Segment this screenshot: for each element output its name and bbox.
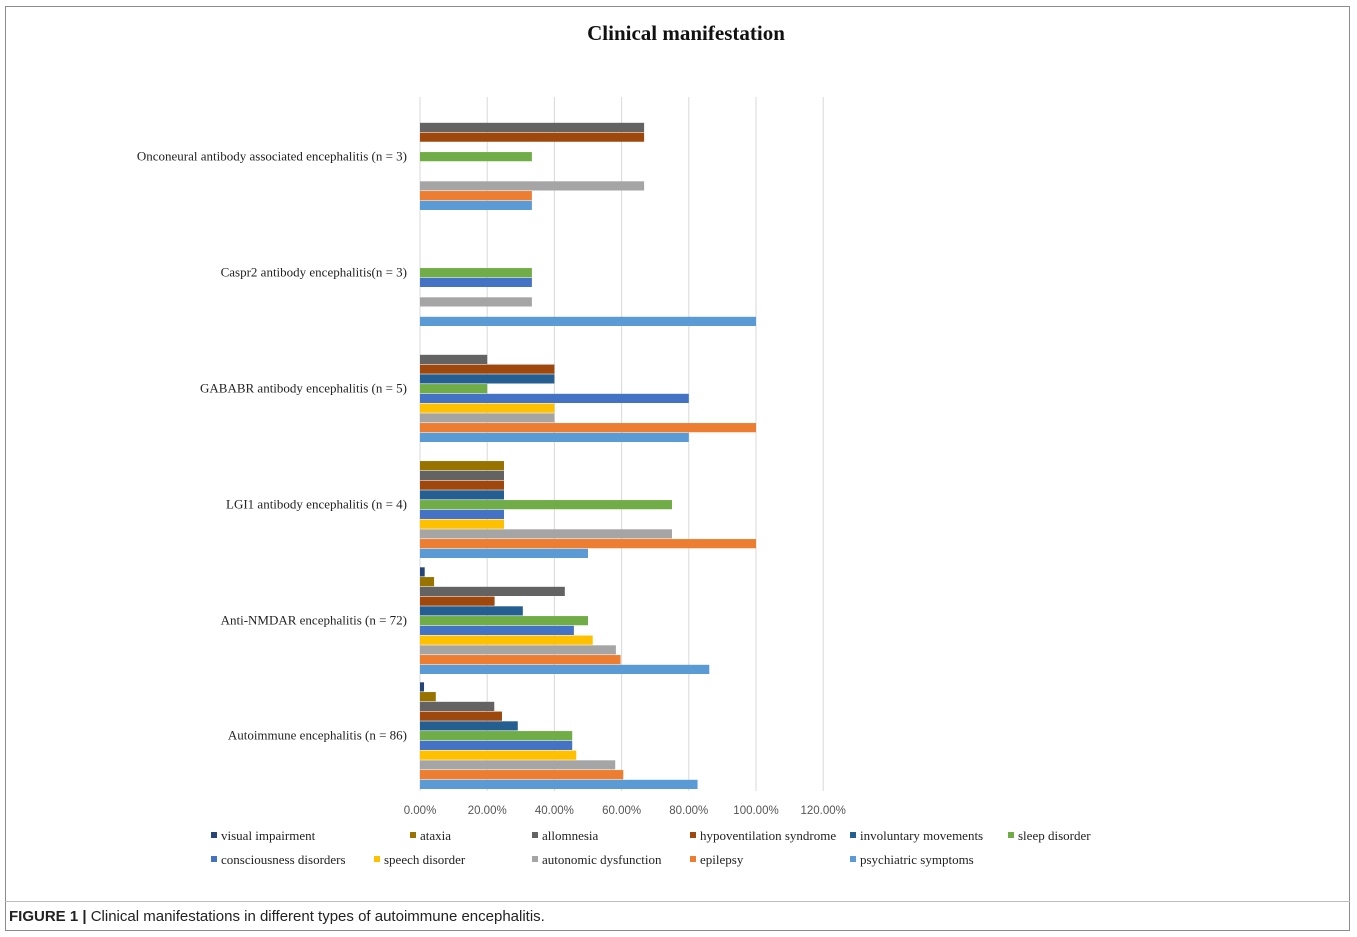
figure-frame: Clinical manifestation 0.00% 20.00% 40.00%… [5, 6, 1350, 931]
category-label: LGI1 antibody encephalitis (n = 4) [226, 496, 407, 511]
legend-label: hypoventilation syndrome [700, 828, 836, 843]
bar [420, 586, 565, 596]
caption-divider [5, 901, 1350, 902]
legend-swatch [410, 832, 416, 838]
bar [420, 635, 593, 645]
bar [420, 403, 555, 413]
bar [420, 645, 616, 655]
legend-swatch [374, 856, 380, 862]
bar [420, 480, 504, 490]
bar [420, 432, 689, 442]
bar [420, 461, 504, 471]
legend-label: consciousness disorders [221, 852, 346, 867]
legend-label: involuntary movements [860, 828, 983, 843]
bar [420, 297, 532, 307]
legend-swatch [532, 832, 538, 838]
bar [420, 268, 532, 278]
category-label: GABABR antibody encephalitis (n = 5) [200, 380, 407, 395]
legend-swatch [211, 856, 217, 862]
legend-swatch [690, 832, 696, 838]
legend-label: visual impairment [221, 828, 316, 843]
bar [420, 548, 588, 558]
bar [420, 316, 756, 326]
chart-title: Clinical manifestation [587, 21, 785, 45]
bar [420, 200, 532, 210]
bar [420, 519, 504, 529]
category-label: Onconeural antibody associated encephali… [137, 148, 407, 163]
bar [420, 711, 502, 721]
legend-label: psychiatric symptoms [860, 852, 974, 867]
bar [420, 539, 756, 549]
legend-swatch [850, 832, 856, 838]
legend-swatch [690, 856, 696, 862]
bar [420, 577, 435, 587]
x-tick-label: 40.00% [535, 805, 574, 817]
bar [420, 616, 588, 626]
bar [420, 770, 624, 780]
bar [420, 779, 698, 789]
x-tick-label: 0.00% [404, 805, 437, 817]
caption-label: FIGURE 1 | [9, 908, 87, 925]
bar-chart: Clinical manifestation 0.00% 20.00% 40.00%… [137, 21, 1091, 867]
bar [420, 750, 577, 760]
chart-text: Clinical manifestation 0.00% 20.00% 40.00%… [137, 21, 846, 817]
legend-label: speech disorder [384, 852, 466, 867]
bar [420, 181, 645, 191]
bar [420, 606, 523, 616]
legend-swatch [850, 856, 856, 862]
bar [420, 664, 710, 674]
bar [420, 490, 504, 500]
legend-label: ataxia [420, 828, 451, 843]
x-tick-label: 80.00% [669, 805, 708, 817]
bar [420, 384, 488, 394]
caption-text: Clinical manifestations in different typ… [86, 908, 545, 925]
gridlines [419, 97, 824, 791]
bar [420, 731, 573, 741]
bar [420, 122, 645, 132]
bar [420, 413, 555, 423]
bar [420, 374, 555, 384]
legend: visual impairment ataxia allomnesia hypoven… [211, 828, 1091, 867]
bar [420, 500, 672, 510]
x-tick-label: 60.00% [602, 805, 641, 817]
bar [420, 625, 574, 635]
bar [420, 701, 495, 711]
category-label: Caspr2 antibody encephalitis(n = 3) [221, 264, 407, 279]
legend-label: autonomic dysfunction [542, 852, 662, 867]
legend-swatch [211, 832, 217, 838]
bar [420, 567, 425, 577]
bar [420, 191, 532, 201]
x-tick-label: 100.00% [733, 805, 778, 817]
x-tick-label: 20.00% [468, 805, 507, 817]
bars [420, 122, 756, 789]
figure-caption: FIGURE 1 | Clinical manifestations in di… [9, 908, 1339, 925]
legend-swatch [532, 856, 538, 862]
bar [420, 692, 436, 702]
bar [420, 740, 573, 750]
bar [420, 760, 616, 770]
bar [420, 655, 621, 665]
bar [420, 277, 532, 287]
bar [420, 529, 672, 539]
bar [420, 132, 645, 142]
legend-label: allomnesia [542, 828, 599, 843]
bar [420, 682, 425, 692]
bar [420, 596, 495, 606]
category-label: Autoimmune encephalitis (n = 86) [228, 727, 407, 742]
bar [420, 509, 504, 519]
legend-label: epilepsy [700, 852, 744, 867]
bar [420, 393, 689, 403]
bar [420, 152, 532, 162]
legend-swatch [1008, 832, 1014, 838]
bar [420, 364, 555, 374]
x-tick-label: 120.00% [800, 805, 845, 817]
legend-label: sleep disorder [1018, 828, 1091, 843]
bar [420, 354, 488, 364]
bar [420, 423, 756, 433]
bar [420, 470, 504, 480]
category-label: Anti-NMDAR encephalitis (n = 72) [221, 612, 407, 627]
bar [420, 721, 518, 731]
